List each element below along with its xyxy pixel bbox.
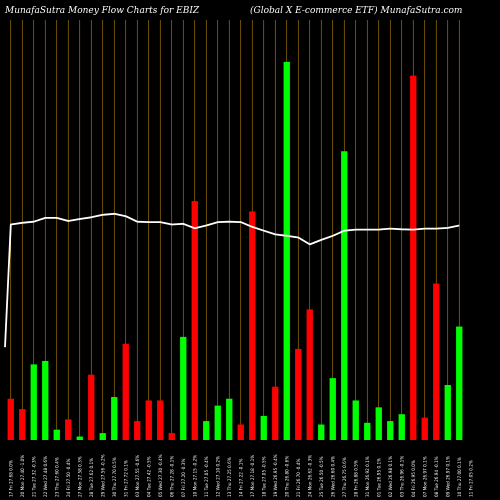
x-tick-label: 26 Wed 26.60 0.4% [330, 456, 335, 497]
money-flow-bar [111, 397, 118, 440]
money-flow-bar [168, 433, 175, 440]
money-flow-bar [65, 419, 72, 440]
money-flow-bar [341, 151, 348, 440]
x-tick-label: 13 Thu 27.25 0.6% [227, 457, 232, 497]
x-tick-label: 23 Thu 27.60 0.4% [54, 457, 59, 497]
money-flow-bar [352, 400, 359, 440]
money-flow-bar [421, 417, 428, 440]
x-tick-label: 12 Wed 27.10 0.2% [215, 456, 220, 497]
x-tick-label: 04 Fri 26.95 0.0% [411, 460, 416, 497]
money-flow-bar [306, 309, 313, 440]
money-flow-bar [7, 398, 14, 440]
x-tick-label: 19 Wed 26.95 -0.4% [273, 454, 278, 497]
money-flow-bar [237, 424, 244, 440]
x-tick-label: 10 Thu 27.00 0.1% [457, 457, 462, 497]
money-flow-bar [283, 61, 290, 440]
chart-title-right: (Global X E-commerce ETF) MunafaSutra.co… [250, 5, 462, 16]
x-tick-label: 02 Wed 26.98 0.1% [388, 456, 393, 497]
money-flow-bar [260, 415, 267, 440]
money-flow-bar [42, 360, 49, 440]
money-flow-bar [99, 433, 106, 440]
money-flow-bar [53, 429, 60, 440]
x-tick-label: 21 Fri 26.70 -0.4% [296, 459, 301, 497]
money-flow-bar [364, 422, 371, 440]
x-tick-label: 03 Mon 27.55 -0.6% [135, 455, 140, 497]
x-tick-label: 22 Wed 27.48 0.6% [43, 456, 48, 497]
money-flow-bar [444, 385, 451, 440]
money-flow-bar [249, 211, 256, 440]
money-flow-bar [145, 400, 152, 440]
x-tick-label: 17 Fri 27.68 0.0% [8, 460, 13, 497]
x-tick-label: 20 Thu 26.80 -0.6% [284, 456, 289, 497]
money-flow-bar [180, 336, 187, 440]
money-flow-bar [433, 283, 440, 440]
x-tick-label: 21 Tue 27.32 -0.3% [31, 456, 36, 497]
x-tick-label: 08 Tue 26.94 -0.1% [434, 456, 439, 497]
x-tick-label: 07 Fri 27.20 -0.3% [181, 459, 186, 497]
x-tick-label: 07 Mon 26.97 0.1% [422, 456, 427, 497]
x-tick-label: 03 Thu 26.96 -0.1% [399, 456, 404, 497]
money-flow-bars [7, 61, 463, 440]
chart-title-left: MunafaSutra Money Flow Charts for EBIZ [4, 6, 200, 16]
x-tick-label: 09 Wed 26.97 0.1% [445, 456, 450, 497]
money-flow-bar [134, 421, 141, 440]
money-flow-bar [203, 421, 210, 440]
x-tick-label: 04 Tue 27.42 -0.5% [146, 456, 151, 497]
x-tick-labels: 17 Fri 27.68 0.0% 20 Mon 27.40 -1.0% 21 Tu… [8, 454, 473, 497]
money-flow-bar [456, 326, 463, 440]
money-flow-bar [30, 364, 37, 440]
x-tick-label: 01 Tue 26.95 0.1% [376, 458, 381, 497]
money-flow-bar [318, 424, 325, 440]
x-tick-label: 20 Mon 27.40 -1.0% [20, 455, 25, 497]
money-flow-bar [88, 374, 95, 440]
x-tick-label: 06 Thu 27.28 -0.1% [169, 456, 174, 497]
x-tick-label: 14 Fri 27.22 -0.1% [238, 459, 243, 497]
x-tick-label: 28 Tue 27.62 0.1% [89, 458, 94, 497]
x-tick-label: 05 Wed 27.30 -0.4% [158, 454, 163, 497]
x-tick-label: 17 Mon 27.18 -0.1% [250, 455, 255, 497]
money-flow-bar [375, 407, 382, 440]
money-flow-bar [19, 409, 26, 440]
x-tick-label: 30 Thu 27.70 0.5% [112, 457, 117, 497]
money-flow-bar [226, 398, 233, 440]
x-tick-label: 29 Wed 27.56 -0.2% [100, 454, 105, 497]
money-flow-bar [191, 201, 198, 440]
x-tick-label: 10 Mon 27.15 -0.2% [192, 455, 197, 497]
x-tick-label: 28 Fri 26.88 0.5% [353, 460, 358, 497]
money-flow-bar [76, 436, 83, 440]
x-tick-label: 31 Mon 26.92 0.1% [365, 456, 370, 497]
money-flow-bar [410, 75, 417, 440]
x-tick-label: 24 Mon 26.62 -0.3% [307, 455, 312, 497]
x-tick-label: 31 Fri 27.72 0.1% [123, 460, 128, 497]
x-tick-label: 27 Mon 27.58 0.3% [77, 456, 82, 497]
x-tick-label: 11 Fri 27.05 0.2% [468, 460, 473, 497]
money-flow-bar [295, 348, 302, 440]
x-tick-label: 25 Tue 26.50 -0.5% [319, 456, 324, 497]
money-flow-bar [214, 405, 221, 440]
money-flow-bar [272, 386, 279, 440]
money-flow-bar [387, 421, 394, 440]
x-tick-label: 18 Tue 27.05 -0.5% [261, 456, 266, 497]
x-tick-label: 24 Fri 27.50 -0.4% [66, 459, 71, 497]
x-tick-label: 11 Tue 27.05 -0.4% [204, 456, 209, 497]
money-flow-bar [398, 414, 405, 440]
money-flow-bar [157, 400, 164, 440]
money-flow-bar [122, 343, 129, 440]
money-flow-bar [329, 378, 336, 440]
price-line [4, 212, 460, 348]
x-tick-label: 27 Thu 26.75 0.6% [342, 457, 347, 497]
